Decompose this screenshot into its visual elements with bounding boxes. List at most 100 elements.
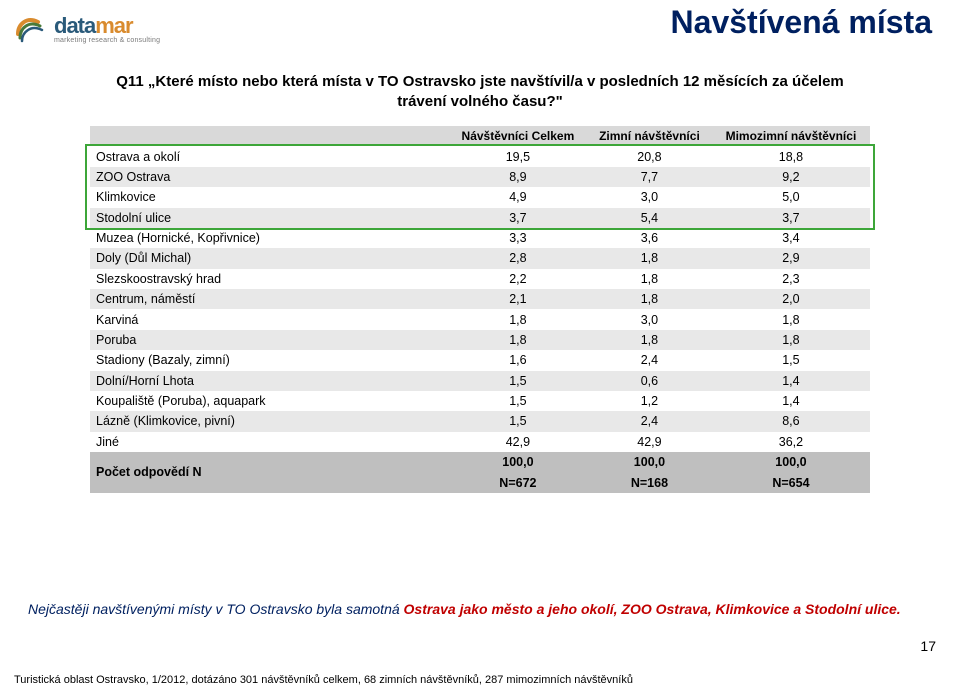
data-cell: 9,2 [712,167,870,187]
data-cell: 2,0 [712,289,870,309]
data-cell: 1,8 [587,248,712,268]
data-table-wrap: Návštěvníci Celkem Zimní návštěvníci Mim… [90,126,870,493]
data-cell: 3,0 [587,187,712,207]
data-cell: 3,7 [712,208,870,228]
table-row: Muzea (Hornické, Kopřivnice)3,33,63,4 [90,228,870,248]
data-cell: 1,8 [712,330,870,350]
row-label: Muzea (Hornické, Kopřivnice) [90,228,449,248]
data-cell: 1,8 [587,330,712,350]
data-cell: 3,7 [449,208,587,228]
data-cell: 1,8 [587,289,712,309]
page-title: Navštívená místa [671,4,932,41]
data-cell: 20,8 [587,146,712,166]
table-row: ZOO Ostrava8,97,79,2 [90,167,870,187]
data-cell: 18,8 [712,146,870,166]
data-cell: 1,4 [712,371,870,391]
row-label: Doly (Důl Michal) [90,248,449,268]
table-row: Klimkovice4,93,05,0 [90,187,870,207]
data-cell: 1,4 [712,391,870,411]
table-row: Koupaliště (Poruba), aquapark1,51,21,4 [90,391,870,411]
logo-mark-icon [14,12,48,46]
data-cell: 36,2 [712,432,870,452]
totals-cell: 100,0 [587,452,712,472]
table-row: Lázně (Klimkovice, pivní)1,52,48,6 [90,411,870,431]
table-row: Slezskoostravský hrad2,21,82,3 [90,269,870,289]
totals-cell: N=168 [587,472,712,492]
row-label: Centrum, náměstí [90,289,449,309]
data-cell: 1,8 [712,309,870,329]
data-cell: 1,5 [712,350,870,370]
row-label: Jiné [90,432,449,452]
data-cell: 1,2 [587,391,712,411]
data-cell: 1,8 [587,269,712,289]
data-cell: 2,3 [712,269,870,289]
table-row: Doly (Důl Michal)2,81,82,9 [90,248,870,268]
data-cell: 1,5 [449,411,587,431]
data-cell: 3,4 [712,228,870,248]
data-cell: 19,5 [449,146,587,166]
col-header: Mimozimní návštěvníci [712,126,870,146]
data-cell: 1,5 [449,391,587,411]
footer-text: Turistická oblast Ostravsko, 1/2012, dot… [14,674,633,686]
row-label: Dolní/Horní Lhota [90,371,449,391]
data-cell: 4,9 [449,187,587,207]
data-cell: 8,6 [712,411,870,431]
totals-label: Počet odpovědí N [90,452,449,493]
question-text: Q11 „Které místo nebo která místa v TO O… [90,72,870,113]
col-header: Zimní návštěvníci [587,126,712,146]
totals-cell: 100,0 [712,452,870,472]
row-label: Poruba [90,330,449,350]
data-cell: 7,7 [587,167,712,187]
data-cell: 1,6 [449,350,587,370]
data-cell: 1,8 [449,309,587,329]
row-label: Stadiony (Bazaly, zimní) [90,350,449,370]
data-cell: 42,9 [449,432,587,452]
data-cell: 2,1 [449,289,587,309]
data-cell: 0,6 [587,371,712,391]
data-cell: 5,4 [587,208,712,228]
row-label: Klimkovice [90,187,449,207]
logo-word: datamar [54,15,160,37]
logo-tagline: marketing research & consulting [54,37,160,44]
table-row: Poruba1,81,81,8 [90,330,870,350]
row-label: Koupaliště (Poruba), aquapark [90,391,449,411]
data-cell: 2,9 [712,248,870,268]
row-label: Lázně (Klimkovice, pivní) [90,411,449,431]
table-row: Karviná1,83,01,8 [90,309,870,329]
logo: datamar marketing research & consulting [14,12,160,46]
row-label: Ostrava a okolí [90,146,449,166]
data-cell: 1,8 [449,330,587,350]
data-cell: 5,0 [712,187,870,207]
totals-cell: N=672 [449,472,587,492]
row-label: Stodolní ulice [90,208,449,228]
table-row: Jiné42,942,936,2 [90,432,870,452]
table-row: Ostrava a okolí19,520,818,8 [90,146,870,166]
page-number: 17 [920,638,936,654]
logo-text: datamar marketing research & consulting [54,15,160,44]
summary-prefix: Nejčastěji navštívenými místy v TO Ostra… [28,601,404,617]
data-cell: 1,5 [449,371,587,391]
summary-text: Nejčastěji navštívenými místy v TO Ostra… [28,600,920,619]
data-cell: 3,0 [587,309,712,329]
data-cell: 8,9 [449,167,587,187]
table-row: Centrum, náměstí2,11,82,0 [90,289,870,309]
data-table: Návštěvníci Celkem Zimní návštěvníci Mim… [90,126,870,493]
summary-strong: Ostrava jako město a jeho okolí, ZOO Ost… [404,601,901,617]
row-label: Karviná [90,309,449,329]
row-label: Slezskoostravský hrad [90,269,449,289]
table-corner [90,126,449,146]
data-cell: 2,4 [587,411,712,431]
totals-cell: 100,0 [449,452,587,472]
totals-cell: N=654 [712,472,870,492]
data-cell: 2,2 [449,269,587,289]
row-label: ZOO Ostrava [90,167,449,187]
table-row: Stadiony (Bazaly, zimní)1,62,41,5 [90,350,870,370]
table-row: Stodolní ulice3,75,43,7 [90,208,870,228]
col-header: Návštěvníci Celkem [449,126,587,146]
data-cell: 3,3 [449,228,587,248]
data-cell: 2,8 [449,248,587,268]
data-cell: 2,4 [587,350,712,370]
data-cell: 42,9 [587,432,712,452]
table-row: Dolní/Horní Lhota1,50,61,4 [90,371,870,391]
data-cell: 3,6 [587,228,712,248]
